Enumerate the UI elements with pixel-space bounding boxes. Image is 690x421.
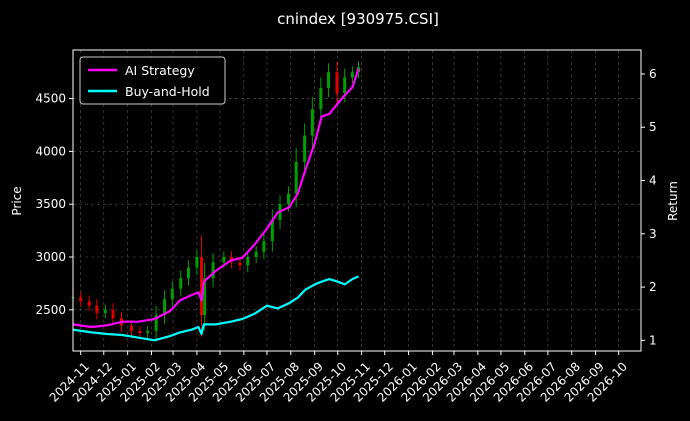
candle-body [350, 72, 354, 78]
candle-body [254, 251, 258, 258]
y-right-tick-label: 4 [649, 174, 657, 188]
candle-body [270, 220, 274, 242]
candle-body [343, 77, 347, 94]
y-left-tick-label: 3000 [35, 250, 66, 264]
chart-title: cnindex [930975.CSI] [277, 10, 439, 28]
candle-body [163, 299, 167, 316]
y-axis-left: 2500 3000 3500 4000 4500 [35, 92, 73, 317]
candle-body [246, 257, 250, 266]
candle-body [211, 262, 215, 279]
y-left-tick-label: 2500 [35, 303, 66, 317]
candle-body [179, 278, 183, 289]
candle-body [238, 262, 242, 266]
y-left-tick-label: 3500 [35, 197, 66, 211]
y-axis-right: 1 2 3 4 5 6 [641, 67, 657, 347]
candle-body [335, 72, 339, 94]
y-right-tick-label: 6 [649, 67, 657, 81]
y-right-tick-label: 2 [649, 280, 657, 294]
candle-body [95, 305, 99, 313]
legend: AI Strategy Buy-and-Hold [79, 56, 226, 105]
series-line-buy-and-hold [72, 275, 359, 342]
candle-body [79, 297, 83, 302]
candle-body [138, 330, 142, 334]
candle-body [303, 135, 307, 162]
y-axis-right-label: Return [666, 181, 680, 221]
candle-body [262, 241, 266, 252]
candle-body [327, 72, 331, 89]
candle-body [287, 193, 291, 205]
y-left-tick-label: 4500 [35, 92, 66, 106]
y-right-tick-label: 5 [649, 120, 657, 134]
candle-body [222, 257, 226, 263]
candle-body [294, 161, 298, 194]
y-right-tick-label: 1 [649, 333, 657, 347]
candle-body [319, 88, 323, 110]
candle-body [129, 325, 133, 331]
candle-body [186, 267, 190, 279]
series-lines [72, 68, 360, 342]
plot-frame [72, 49, 642, 352]
candle-body [103, 309, 107, 313]
y-axis-left-label: Price [10, 186, 24, 215]
candle-body [200, 257, 204, 316]
candle-body [111, 309, 115, 319]
candlesticks [71, 61, 361, 340]
series-line-ai-strategy [72, 68, 360, 329]
legend-label-buy-and-hold: Buy-and-Hold [125, 84, 210, 99]
legend-label-ai-strategy: AI Strategy [125, 63, 195, 78]
y-left-tick-label: 4000 [35, 144, 66, 158]
candle-body [170, 288, 174, 300]
candle-body [310, 109, 314, 136]
candle-body [195, 257, 199, 268]
candle-body [154, 315, 158, 331]
candle-body [146, 330, 150, 334]
y-right-tick-label: 3 [649, 227, 657, 241]
candle-body [87, 301, 91, 306]
candle-body [203, 278, 207, 316]
